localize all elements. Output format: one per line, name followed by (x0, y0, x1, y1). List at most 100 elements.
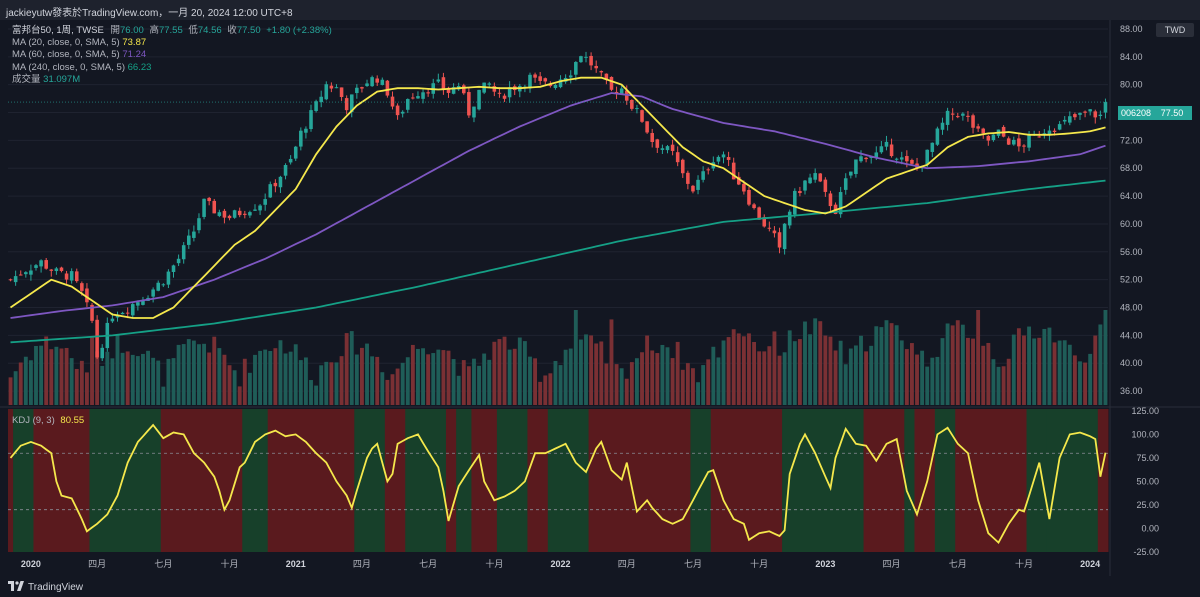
kdj-value: 80.55 (60, 415, 85, 426)
symbol-price-tag: 006208 (1118, 106, 1154, 120)
currency-badge[interactable]: TWD (1156, 23, 1194, 37)
volume-bar (818, 321, 823, 405)
ma240-row[interactable]: MA (240, close, 0, SMA, 5) 66.23 (12, 62, 332, 74)
candle-body (217, 212, 222, 216)
kdj-zone-down (33, 409, 90, 552)
candle-body (90, 304, 94, 321)
candle-body (375, 78, 379, 83)
volume-bar (986, 342, 991, 405)
candle-body (395, 105, 400, 116)
time-tick-label: 四月 (88, 559, 106, 569)
ma60-row[interactable]: MA (60, close, 0, SMA, 5) 71.24 (12, 49, 332, 61)
volume-bar (370, 356, 375, 405)
symbol-name: 富邦台50, 1周, TWSE (12, 25, 104, 36)
candle-body (1052, 130, 1057, 132)
time-tick-label: 2024 (1080, 559, 1100, 569)
volume-bar (624, 378, 629, 405)
volume-bar (996, 366, 1001, 405)
volume-bar (680, 369, 685, 405)
volume-bar (278, 340, 283, 405)
kdj-zone-up (1046, 409, 1099, 552)
kdj-axis[interactable]: -25.00 0.00 25.00 50.00 75.00 100.00 125.00 (1131, 406, 1159, 557)
volume-bar (533, 358, 538, 405)
time-tick-label: 十月 (221, 558, 239, 569)
candle-body (405, 99, 410, 110)
volume-bar (487, 359, 492, 405)
kdj-zone-up (904, 409, 915, 552)
candle-body (507, 87, 512, 98)
candle-body (650, 133, 654, 142)
candle-body (487, 83, 492, 85)
candle-body (793, 190, 797, 215)
candle-body (299, 130, 303, 147)
volume-bar (207, 352, 212, 405)
candle-body (39, 260, 43, 267)
candle-body (767, 227, 772, 229)
close-value: 77.50 (236, 25, 261, 36)
volume-bar (410, 344, 415, 405)
candle-body (156, 282, 161, 291)
candle-body (762, 217, 767, 227)
volume-bar (232, 370, 237, 405)
candle-body (192, 231, 196, 238)
candle-body (599, 71, 604, 73)
volume-bar (573, 310, 578, 405)
candle-body (1037, 136, 1042, 138)
kdj-zone-down (710, 409, 783, 552)
volume-bar (258, 350, 263, 405)
volume-bar (925, 366, 930, 405)
volume-bar (156, 360, 161, 405)
high-value: 77.55 (158, 25, 183, 36)
volume-bar (1047, 327, 1052, 405)
volume-bar (105, 351, 110, 405)
ma20-row[interactable]: MA (20, close, 0, SMA, 5) 73.87 (12, 37, 332, 49)
volume-bar (960, 324, 965, 405)
candle-body (130, 304, 135, 316)
candle-body (731, 162, 736, 180)
tradingview-logo-icon (8, 581, 24, 591)
volume-bar (456, 375, 461, 405)
volume-bar (324, 361, 329, 405)
time-tick-label: 四月 (883, 559, 901, 569)
kdj-zone-up (456, 409, 472, 552)
candle-body (991, 134, 996, 141)
volume-bar (416, 348, 420, 405)
candle-body (85, 288, 89, 303)
time-tick-label: 2020 (21, 559, 41, 569)
candle-body (1062, 119, 1067, 122)
time-axis[interactable]: 2020 四月 七月 十月 2021 四月 七月 十月 2022 四月 七月 十月 2023 四月 七月 十月… (21, 558, 1100, 569)
volume-bar (803, 321, 807, 405)
candle-body (416, 96, 420, 99)
open-value: 76.00 (120, 25, 144, 36)
candle-body (645, 121, 649, 133)
candle-body (818, 173, 823, 182)
volume-bar (44, 336, 49, 405)
ohlc-row[interactable]: 富邦台50, 1周, TWSE 開76.00 高77.55 低74.56 收77… (12, 25, 332, 37)
volume-bar (64, 347, 69, 405)
candle-body (787, 211, 792, 226)
volume-bar (120, 352, 125, 405)
candle-body (309, 110, 313, 130)
kdj-legend[interactable]: KDJ (9, 3) 80.55 (12, 415, 84, 426)
tradingview-logo[interactable]: TradingView (8, 581, 83, 593)
candle-body (467, 92, 471, 116)
ma240-label: MA (240, close, 0, SMA, 5) (12, 61, 125, 73)
volume-row[interactable]: 成交量 31.097M (12, 74, 332, 86)
volume-bar (1057, 340, 1062, 405)
time-tick-label: 2021 (286, 559, 306, 569)
volume-bar (314, 385, 319, 405)
candle-body (1027, 135, 1031, 148)
volume-bar (446, 350, 451, 405)
time-tick-label: 七月 (154, 559, 172, 569)
candle-body (691, 185, 695, 192)
high-label: 高 (149, 25, 159, 36)
volume-bar (1083, 362, 1088, 405)
volume-bar (176, 344, 181, 405)
candle-body (813, 173, 817, 180)
candle-body (451, 87, 456, 94)
price-tick-label: 88.00 (1120, 24, 1143, 34)
volume-bar (405, 357, 410, 405)
volume-bar (303, 357, 308, 405)
candle-body (849, 171, 853, 176)
